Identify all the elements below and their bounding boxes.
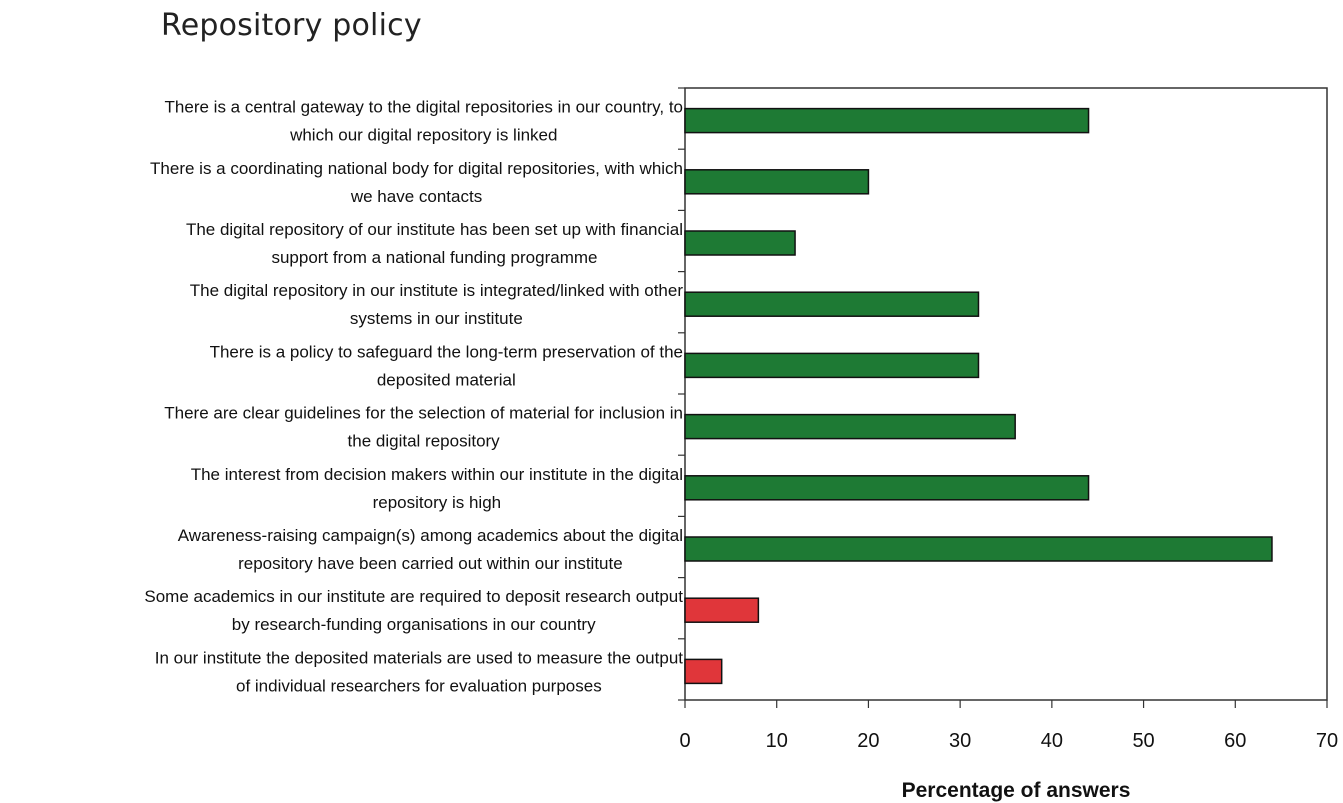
- bar: [684, 230, 796, 256]
- category-label-line: Awareness-raising campaign(s) among acad…: [178, 526, 683, 545]
- category-label: The digital repository of our institute …: [186, 220, 683, 267]
- x-axis-title: Percentage of answers: [902, 779, 1131, 802]
- x-tick-label: 60: [1224, 730, 1246, 752]
- category-label: There is a coordinating national body fo…: [150, 159, 683, 206]
- x-tick-label: 40: [1041, 730, 1063, 752]
- category-label-line: Some academics in our institute are requ…: [144, 587, 683, 606]
- category-label-line: There is a central gateway to the digita…: [165, 98, 683, 117]
- category-label-line: systems in our institute: [350, 309, 523, 328]
- bar: [684, 352, 980, 379]
- x-tick-label: 10: [766, 730, 788, 752]
- category-label-line: The digital repository of our institute …: [186, 220, 683, 239]
- bar: [684, 536, 1273, 562]
- category-label: The interest from decision makers within…: [191, 465, 683, 512]
- bar: [684, 658, 723, 685]
- x-tick-label: 20: [857, 730, 879, 752]
- category-label: Some academics in our institute are requ…: [144, 587, 683, 634]
- category-label-line: of individual researchers for evaluation…: [236, 676, 602, 695]
- bar: [684, 475, 1090, 501]
- category-label-line: the digital repository: [348, 432, 501, 451]
- category-label-line: There is a coordinating national body fo…: [150, 159, 683, 178]
- category-label-line: by research-funding organisations in our…: [232, 615, 596, 634]
- category-label-line: repository is high: [373, 493, 502, 512]
- category-label-line: The interest from decision makers within…: [191, 465, 683, 484]
- category-label-line: deposited material: [377, 370, 516, 389]
- category-label-line: repository have been carried out within …: [238, 554, 623, 573]
- category-label: In our institute the deposited materials…: [155, 648, 684, 695]
- bar: [684, 597, 760, 623]
- x-tick-label: 50: [1132, 730, 1154, 752]
- category-label-line: There are clear guidelines for the selec…: [164, 404, 683, 423]
- page-title: Repository policy: [161, 8, 422, 43]
- category-label-line: There is a policy to safeguard the long-…: [210, 342, 683, 361]
- category-label-line: support from a national funding programm…: [271, 248, 597, 267]
- category-label: There are clear guidelines for the selec…: [164, 404, 683, 451]
- category-label-line: In our institute the deposited materials…: [155, 648, 684, 667]
- bar: [684, 107, 1090, 134]
- x-tick-label: 0: [679, 730, 690, 752]
- bar: [684, 291, 980, 317]
- bar: [684, 169, 870, 195]
- category-label-line: The digital repository in our institute …: [190, 281, 684, 300]
- category-label: Awareness-raising campaign(s) among acad…: [178, 526, 683, 573]
- category-label: There is a policy to safeguard the long-…: [210, 342, 683, 389]
- category-label-line: which our digital repository is linked: [289, 126, 557, 145]
- category-label: There is a central gateway to the digita…: [165, 98, 683, 145]
- x-tick-label: 70: [1316, 730, 1338, 752]
- category-label-line: we have contacts: [350, 187, 482, 206]
- bar: [684, 413, 1016, 440]
- category-label: The digital repository in our institute …: [190, 281, 684, 328]
- x-tick-label: 30: [949, 730, 971, 752]
